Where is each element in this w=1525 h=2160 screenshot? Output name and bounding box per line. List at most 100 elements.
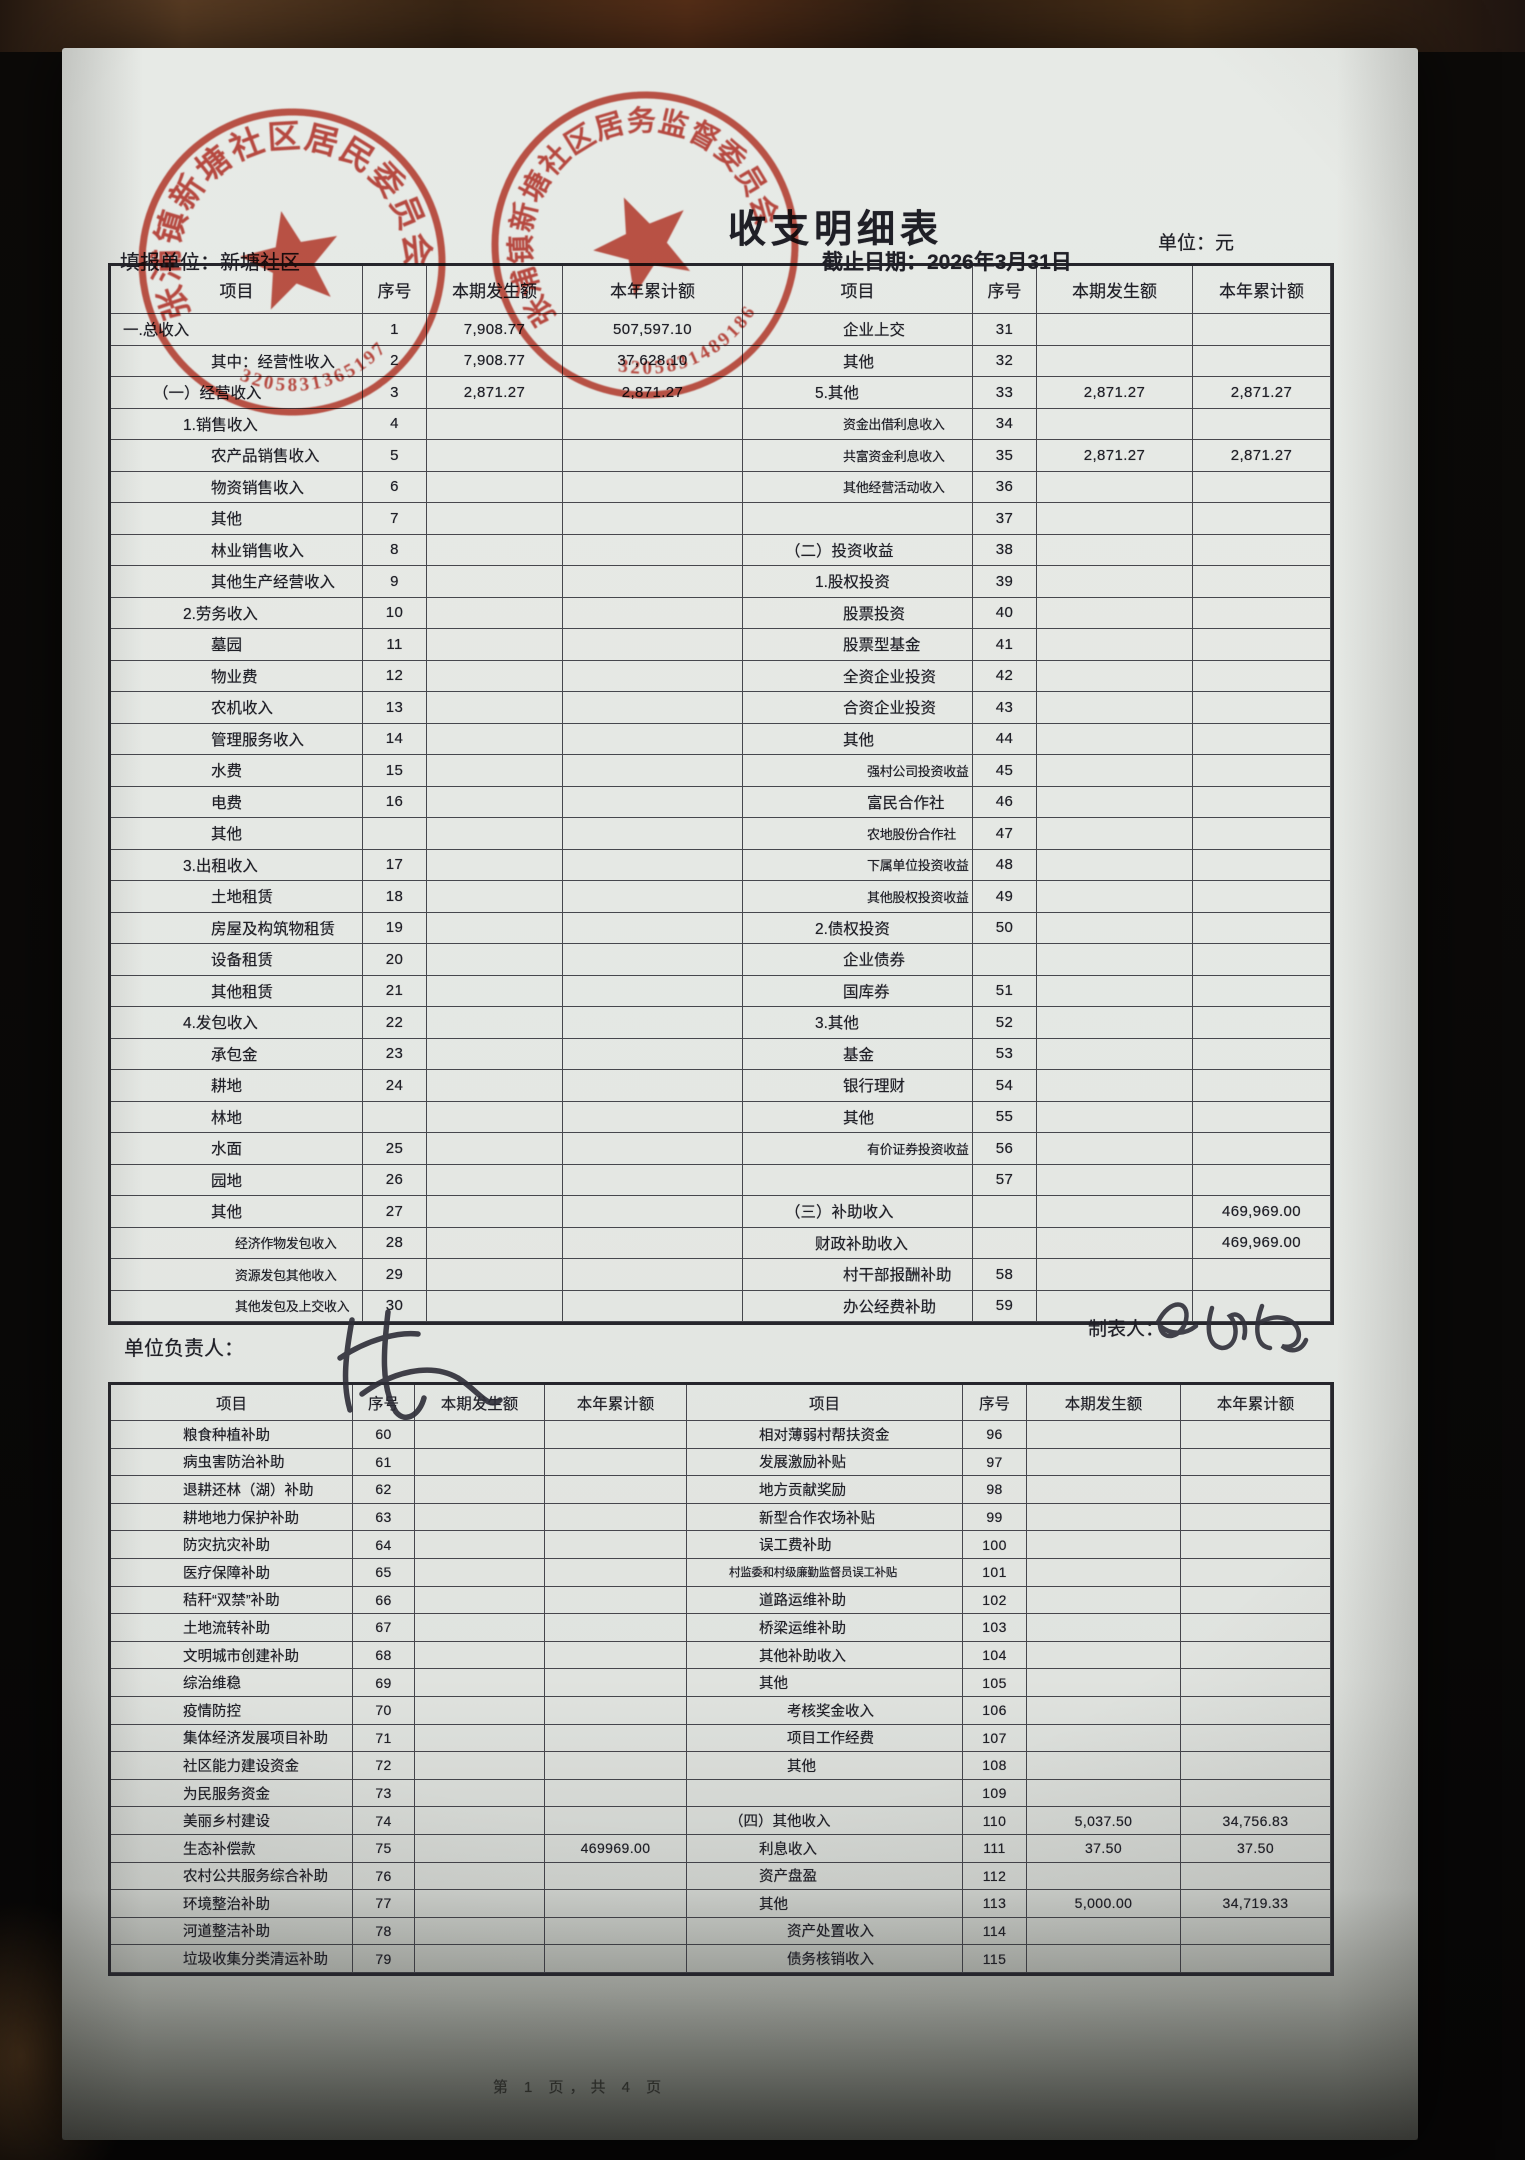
serial-cell: 14 [363, 723, 427, 755]
item-cell: 3.出租收入 [111, 849, 363, 881]
amount-cell-ytd [563, 849, 743, 881]
item-cell: 水费 [111, 755, 363, 787]
amount-cell-ytd [1193, 345, 1331, 377]
item-cell: 其他发包及上交收入 [111, 1290, 363, 1322]
amount-cell-ytd [563, 755, 743, 787]
amount-cell-ytd [563, 818, 743, 850]
serial-cell [973, 1227, 1037, 1259]
manager-handwritten-signature [337, 1309, 503, 1420]
item-cell: 资产盘盈 [687, 1862, 963, 1891]
serial-cell: 72 [353, 1752, 415, 1780]
amount-cell-ytd [563, 629, 743, 661]
red-stamp-residents-committee: 张浦镇新塘社区居民委员会 3205831365197 [121, 91, 446, 416]
svg-text:3205831489186: 3205831489186 [610, 296, 772, 399]
amount-cell-ytd [1193, 786, 1331, 818]
amount-cell-current [415, 1724, 545, 1753]
item-cell: 4.发包收入 [111, 1007, 363, 1039]
amount-cell-ytd [1181, 1531, 1331, 1559]
amount-cell-ytd [563, 1227, 743, 1259]
amount-cell-current [427, 534, 563, 566]
serial-cell: 4 [363, 408, 427, 440]
svg-text:3205831365197: 3205831365197 [234, 334, 397, 409]
serial-cell: 41 [973, 629, 1037, 661]
item-cell [687, 1779, 963, 1808]
amount-cell-current [427, 692, 563, 724]
amount-cell-ytd [563, 723, 743, 755]
column-header: 项目 [687, 1385, 963, 1421]
amount-cell-ytd [545, 1641, 687, 1670]
amount-cell-current [1027, 1696, 1181, 1725]
amount-cell-ytd [1193, 1038, 1331, 1070]
item-cell: 资产处置收入 [687, 1917, 963, 1946]
item-cell [743, 1164, 973, 1196]
amount-cell-current [1037, 881, 1193, 913]
income-detail-table-upper: 项目 序号 本期发生额 本年累计额 项目 序号 本期发生额 本年累计额 一.总收入 1 7,908.… [108, 263, 1334, 1325]
item-cell: 其他 [687, 1669, 963, 1697]
serial-cell: 44 [973, 723, 1037, 755]
item-cell: 文明城市创建补助 [111, 1641, 353, 1670]
serial-cell: 71 [353, 1724, 415, 1753]
amount-cell-ytd [1193, 471, 1331, 503]
amount-cell-current [1027, 1531, 1181, 1559]
amount-cell-current [427, 1164, 563, 1196]
amount-cell-current [415, 1669, 545, 1697]
serial-cell: 57 [973, 1164, 1037, 1196]
amount-cell-current [1027, 1448, 1181, 1477]
serial-cell: 78 [353, 1917, 415, 1946]
amount-cell-ytd [545, 1421, 687, 1449]
income-detail-table-lower: 项目 序号 本期发生额 本年累计额 项目 序号 本期发生额 本年累计额 粮食种植补助 60 相对薄弱… [108, 1382, 1334, 1976]
deadline-value: 2026年3月31日 [927, 251, 1072, 274]
amount-cell-current: 5,000.00 [1027, 1890, 1181, 1918]
amount-cell-ytd [545, 1503, 687, 1532]
amount-cell-current [415, 1862, 545, 1891]
amount-cell-current: 2,871.27 [427, 377, 563, 409]
serial-cell: 58 [973, 1259, 1037, 1291]
amount-cell-ytd [1181, 1448, 1331, 1477]
amount-cell-current: 2,871.27 [1037, 440, 1193, 472]
item-cell: 疫情防控 [111, 1696, 353, 1725]
serial-cell: 9 [363, 566, 427, 598]
amount-cell-current [427, 818, 563, 850]
amount-cell-current [427, 503, 563, 535]
amount-cell-current [1027, 1421, 1181, 1449]
page-number: 第 1 页，共 4 页 [492, 2079, 668, 2096]
item-cell: 财政补助收入 [743, 1227, 973, 1259]
amount-cell-ytd [1181, 1669, 1331, 1697]
amount-cell-current [427, 912, 563, 944]
amount-cell-current [415, 1448, 545, 1477]
amount-cell-ytd [545, 1917, 687, 1946]
column-header: 本期发生额 [1037, 266, 1193, 314]
amount-cell-ytd: 2,871.27 [1193, 377, 1331, 409]
serial-cell: 96 [963, 1421, 1027, 1449]
amount-cell-current [1037, 755, 1193, 787]
amount-cell-ytd [545, 1696, 687, 1725]
amount-cell-ytd [1193, 1007, 1331, 1039]
serial-cell: 59 [973, 1290, 1037, 1322]
item-cell: 综治维稳 [111, 1669, 353, 1697]
amount-cell-current [415, 1890, 545, 1918]
item-cell: 其他 [111, 818, 363, 850]
column-header: 项目 [111, 1385, 353, 1421]
serial-cell: 35 [973, 440, 1037, 472]
amount-cell-ytd [1193, 534, 1331, 566]
amount-cell-current [415, 1421, 545, 1449]
amount-cell-current [1037, 534, 1193, 566]
item-cell: 其他补助收入 [687, 1641, 963, 1670]
amount-cell-ytd [1181, 1476, 1331, 1504]
amount-cell-current [427, 1007, 563, 1039]
amount-cell-current [1037, 597, 1193, 629]
item-cell: 有价证券投资收益 [743, 1133, 973, 1165]
item-cell: 1.股权投资 [743, 566, 973, 598]
item-cell: 道路运维补助 [687, 1586, 963, 1615]
serial-cell: 24 [363, 1070, 427, 1102]
amount-cell-current [1037, 660, 1193, 692]
amount-cell-ytd [1193, 1164, 1331, 1196]
serial-cell: 110 [963, 1807, 1027, 1835]
item-cell: 新型合作农场补贴 [687, 1503, 963, 1532]
item-cell: 其他 [111, 503, 363, 535]
amount-cell-ytd [563, 503, 743, 535]
amount-cell-current [427, 1290, 563, 1322]
amount-cell-ytd [563, 1038, 743, 1070]
item-cell: 环境整治补助 [111, 1890, 353, 1918]
serial-cell: 56 [973, 1133, 1037, 1165]
